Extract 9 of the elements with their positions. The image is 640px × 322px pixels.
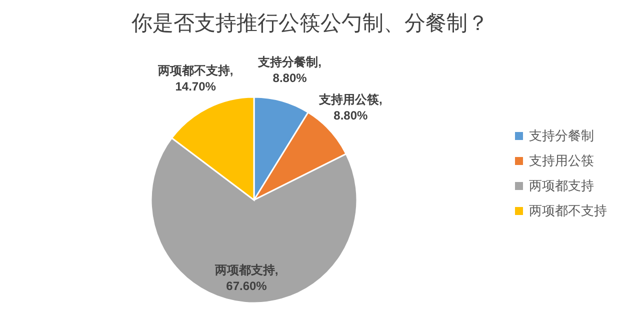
legend-label: 支持分餐制 — [529, 128, 594, 143]
chart-title: 你是否支持推行公筷公勺制、分餐制？ — [130, 11, 488, 35]
legend-label: 两项都支持 — [529, 178, 594, 193]
data-label: 两项都支持, 67.60% — [214, 263, 278, 294]
data-label: 支持分餐制, 8.80% — [257, 54, 322, 85]
legend-label: 支持用公筷 — [529, 153, 594, 168]
data-label: 两项都不支持, 14.70% — [156, 64, 234, 94]
legend-label: 两项都不支持 — [529, 203, 607, 218]
data-label: 支持用公筷, 8.80% — [318, 92, 382, 123]
